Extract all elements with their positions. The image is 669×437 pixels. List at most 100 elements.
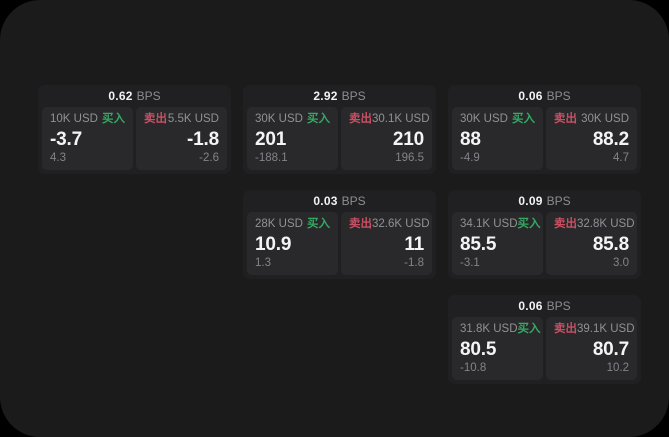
buy-side-label: 买入 — [102, 113, 125, 125]
buy-amount: 30K USD — [255, 113, 303, 125]
sell-price: 80.7 — [592, 338, 629, 360]
sell-amount: 5.5K USD — [167, 113, 219, 125]
bps-unit-label: BPS — [341, 89, 366, 103]
quote-card-body: 34.1K USD 买入 85.5 -3.1 卖出 32.8K USD 85.8… — [448, 212, 641, 279]
bps-unit-label: BPS — [546, 194, 571, 208]
sell-amount: 30K USD — [581, 113, 629, 125]
buy-price: 201 — [255, 128, 287, 150]
buy-quote-panel[interactable]: 31.8K USD 买入 80.5 -10.8 — [452, 317, 543, 380]
quote-card-body: 10K USD 买入 -3.7 4.3 卖出 5.5K USD -1.8 -2.… — [38, 107, 231, 174]
quote-card: 0.03 BPS 28K USD 买入 10.9 1.3 卖出 32.6K US… — [243, 190, 436, 279]
buy-amount: 30K USD — [460, 113, 508, 125]
sell-delta: 3.0 — [613, 256, 629, 269]
spread-bps-value: 2.92 — [313, 89, 338, 103]
buy-delta: -188.1 — [255, 151, 288, 164]
buy-side-label: 买入 — [307, 113, 330, 125]
buy-delta: -3.1 — [460, 256, 480, 269]
sell-quote-panel[interactable]: 卖出 32.8K USD 85.8 3.0 — [546, 212, 637, 275]
quote-card-header: 0.06 BPS — [448, 85, 641, 107]
sell-quote-panel[interactable]: 卖出 30K USD 88.2 4.7 — [546, 107, 637, 170]
sell-quote-panel[interactable]: 卖出 5.5K USD -1.8 -2.6 — [136, 107, 227, 170]
quote-card-body: 28K USD 买入 10.9 1.3 卖出 32.6K USD 11 -1.8 — [243, 212, 436, 279]
buy-price: -3.7 — [50, 128, 82, 150]
sell-delta: -2.6 — [199, 151, 219, 164]
sell-delta: -1.8 — [404, 256, 424, 269]
buy-panel-top: 30K USD 买入 — [255, 113, 330, 126]
quote-card-header: 0.62 BPS — [38, 85, 231, 107]
quote-card: 2.92 BPS 30K USD 买入 201 -188.1 卖出 30.1K … — [243, 85, 436, 174]
buy-quote-panel[interactable]: 28K USD 买入 10.9 1.3 — [247, 212, 338, 275]
sell-delta: 10.2 — [606, 361, 629, 374]
sell-delta: 4.7 — [613, 151, 629, 164]
buy-price: 88 — [460, 128, 481, 150]
buy-price: 80.5 — [460, 338, 497, 360]
buy-amount: 31.8K USD — [460, 323, 518, 335]
spread-bps-value: 0.62 — [108, 89, 133, 103]
sell-amount: 30.1K USD — [372, 113, 430, 125]
bps-unit-label: BPS — [341, 194, 366, 208]
quote-card: 0.06 BPS 30K USD 买入 88 -4.9 卖出 30K USD 8… — [448, 85, 641, 174]
quote-cards-grid: 0.62 BPS 10K USD 买入 -3.7 4.3 卖出 5.5K USD… — [38, 85, 641, 384]
buy-panel-top: 28K USD 买入 — [255, 218, 330, 231]
sell-amount: 32.6K USD — [372, 218, 430, 230]
sell-panel-top: 卖出 39.1K USD — [554, 323, 635, 336]
buy-panel-top: 34.1K USD 买入 — [460, 218, 541, 231]
sell-panel-top: 卖出 32.8K USD — [554, 218, 635, 231]
sell-panel-top: 卖出 5.5K USD — [144, 113, 219, 126]
spread-bps-value: 0.06 — [518, 89, 543, 103]
sell-panel-top: 卖出 30K USD — [554, 113, 629, 126]
buy-side-label: 买入 — [517, 218, 541, 230]
sell-quote-panel[interactable]: 卖出 39.1K USD 80.7 10.2 — [546, 317, 637, 380]
bps-unit-label: BPS — [546, 299, 571, 313]
sell-side-label: 卖出 — [349, 218, 372, 230]
sell-price: 85.8 — [592, 233, 629, 255]
sell-price: 210 — [392, 128, 424, 150]
sell-delta: 196.5 — [395, 151, 424, 164]
buy-price: 10.9 — [255, 233, 292, 255]
quote-card: 0.06 BPS 31.8K USD 买入 80.5 -10.8 卖出 39.1… — [448, 295, 641, 384]
buy-panel-top: 31.8K USD 买入 — [460, 323, 541, 336]
buy-amount: 34.1K USD — [460, 218, 518, 230]
buy-price: 85.5 — [460, 233, 497, 255]
buy-side-label: 买入 — [307, 218, 330, 230]
buy-quote-panel[interactable]: 30K USD 买入 88 -4.9 — [452, 107, 543, 170]
quote-card-header: 0.06 BPS — [448, 295, 641, 317]
quote-card-body: 30K USD 买入 201 -188.1 卖出 30.1K USD 210 1… — [243, 107, 436, 174]
sell-quote-panel[interactable]: 卖出 30.1K USD 210 196.5 — [341, 107, 432, 170]
buy-amount: 10K USD — [50, 113, 98, 125]
buy-quote-panel[interactable]: 30K USD 买入 201 -188.1 — [247, 107, 338, 170]
sell-side-label: 卖出 — [554, 113, 577, 125]
buy-side-label: 买入 — [512, 113, 535, 125]
sell-quote-panel[interactable]: 卖出 32.6K USD 11 -1.8 — [341, 212, 432, 275]
sell-panel-top: 卖出 32.6K USD — [349, 218, 430, 231]
quote-card-header: 0.09 BPS — [448, 190, 641, 212]
quote-card-header: 0.03 BPS — [243, 190, 436, 212]
buy-panel-top: 30K USD 买入 — [460, 113, 535, 126]
buy-side-label: 买入 — [517, 323, 541, 335]
buy-amount: 28K USD — [255, 218, 303, 230]
quote-card: 0.62 BPS 10K USD 买入 -3.7 4.3 卖出 5.5K USD… — [38, 85, 231, 174]
sell-price: 88.2 — [592, 128, 629, 150]
quote-card-body: 30K USD 买入 88 -4.9 卖出 30K USD 88.2 4.7 — [448, 107, 641, 174]
spread-bps-value: 0.03 — [313, 194, 338, 208]
sell-side-label: 卖出 — [349, 113, 372, 125]
sell-side-label: 卖出 — [144, 113, 167, 125]
sell-price: -1.8 — [187, 128, 219, 150]
sell-side-label: 卖出 — [554, 323, 577, 335]
sell-amount: 32.8K USD — [577, 218, 635, 230]
quote-card-body: 31.8K USD 买入 80.5 -10.8 卖出 39.1K USD 80.… — [448, 317, 641, 384]
quote-card: 0.09 BPS 34.1K USD 买入 85.5 -3.1 卖出 32.8K… — [448, 190, 641, 279]
buy-panel-top: 10K USD 买入 — [50, 113, 125, 126]
buy-delta: -10.8 — [460, 361, 487, 374]
spread-bps-value: 0.06 — [518, 299, 543, 313]
buy-delta: 4.3 — [50, 151, 66, 164]
bps-unit-label: BPS — [546, 89, 571, 103]
bps-unit-label: BPS — [136, 89, 161, 103]
buy-delta: 1.3 — [255, 256, 271, 269]
spread-bps-value: 0.09 — [518, 194, 543, 208]
buy-quote-panel[interactable]: 34.1K USD 买入 85.5 -3.1 — [452, 212, 543, 275]
buy-quote-panel[interactable]: 10K USD 买入 -3.7 4.3 — [42, 107, 133, 170]
sell-panel-top: 卖出 30.1K USD — [349, 113, 430, 126]
sell-price: 11 — [404, 233, 424, 255]
